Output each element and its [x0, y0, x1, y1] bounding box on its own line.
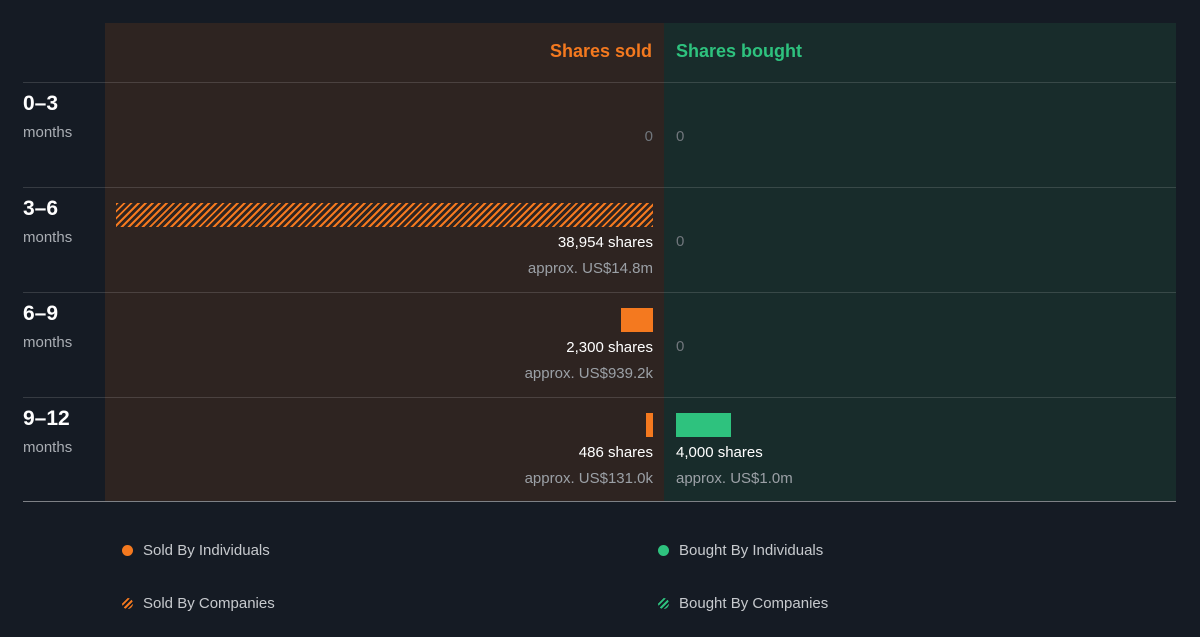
bought-column-background	[664, 23, 1176, 501]
shares-bought-header: Shares bought	[676, 41, 803, 61]
sold-value-label: approx. US$14.8m	[527, 260, 653, 277]
row-unit-label: months	[23, 124, 73, 141]
bought-zero-label: 0	[676, 128, 685, 145]
legend-sold-companies[interactable]: Sold By Companies	[122, 594, 275, 614]
sold-by-companies-bar[interactable]	[116, 203, 653, 227]
legend-bought-individuals-label: Bought By Individuals	[679, 542, 824, 559]
row-unit-label: months	[23, 229, 73, 246]
sold-zero-label: 0	[644, 128, 653, 145]
row-range-label: 6–9	[23, 302, 59, 325]
sold-value-label: approx. US$939.2k	[524, 365, 653, 382]
sold-by-individuals-bar[interactable]	[646, 413, 653, 437]
bought-zero-label: 0	[676, 233, 685, 250]
bought-shares-label: 4,000 shares	[676, 444, 763, 461]
legend-sold-individuals[interactable]: Sold By Individuals	[122, 541, 270, 561]
legend-sold-individuals-swatch	[122, 544, 133, 556]
row-unit-label: months	[23, 334, 73, 351]
row-divider	[23, 82, 1176, 83]
legend-bought-individuals-swatch	[658, 544, 669, 556]
sold-by-individuals-bar[interactable]	[621, 308, 653, 332]
legend-bought-individuals[interactable]: Bought By Individuals	[658, 541, 823, 561]
sold-column-background	[105, 23, 664, 501]
row-range-label: 3–6	[23, 197, 59, 220]
bought-by-individuals-bar[interactable]	[676, 413, 731, 437]
legend-bought-companies-swatch	[658, 597, 669, 609]
row-divider	[23, 187, 1176, 188]
row-range-label: 9–12	[23, 407, 70, 430]
legend-sold-companies-label: Sold By Companies	[143, 595, 275, 612]
row-unit-label: months	[23, 439, 73, 456]
row-label: 9–12 months	[23, 406, 72, 458]
legend-bought-companies-label: Bought By Companies	[679, 595, 829, 612]
row-divider	[23, 397, 1176, 398]
bought-zero-label: 0	[676, 338, 685, 355]
legend-sold-individuals-label: Sold By Individuals	[143, 542, 270, 559]
sold-shares-label: 486 shares	[578, 444, 653, 461]
sold-value-label: approx. US$131.0k	[524, 470, 653, 487]
chart-baseline	[23, 501, 1176, 502]
bought-value-label: approx. US$1.0m	[676, 470, 793, 487]
row-label: 0–3 months	[23, 91, 72, 143]
row-label: 3–6 months	[23, 196, 72, 248]
legend-sold-companies-swatch	[122, 597, 133, 609]
shares-sold-header: Shares sold	[549, 41, 652, 61]
row-range-label: 0–3	[23, 92, 59, 115]
sold-shares-label: 2,300 shares	[566, 339, 653, 356]
row-divider	[23, 292, 1176, 293]
legend-bought-companies[interactable]: Bought By Companies	[658, 594, 828, 614]
sold-shares-label: 38,954 shares	[557, 234, 653, 251]
row-label: 6–9 months	[23, 301, 72, 353]
